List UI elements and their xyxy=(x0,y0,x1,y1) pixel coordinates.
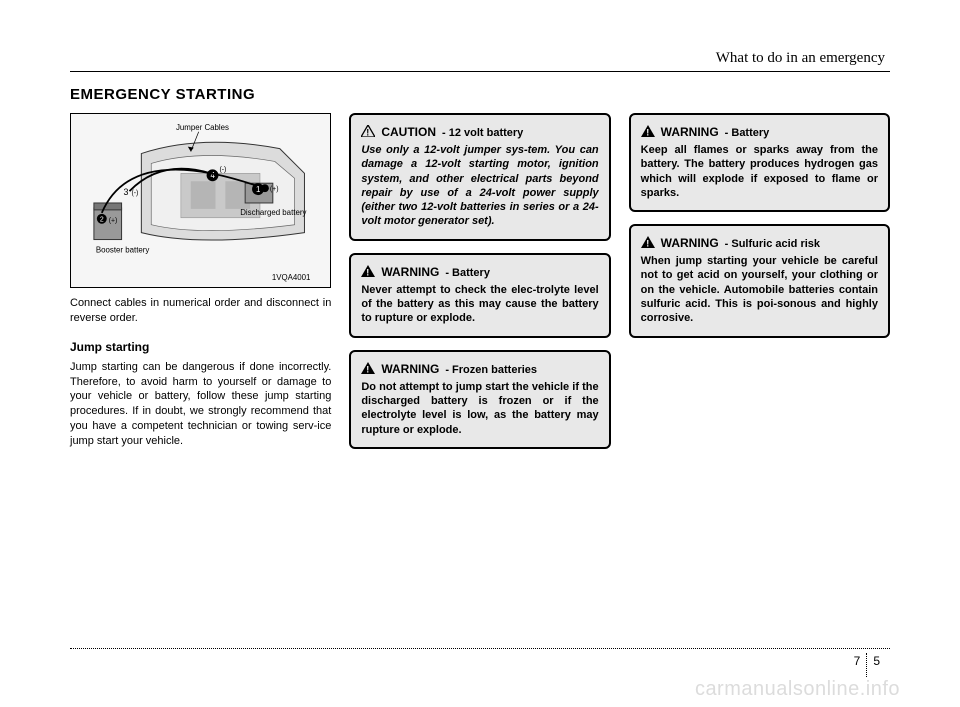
warning-box-sulfuric: ! WARNING - Sulfuric acid risk When jump… xyxy=(629,224,890,337)
booster-label: Booster battery xyxy=(96,245,150,254)
warning-sub: - Battery xyxy=(725,127,770,139)
header-rule xyxy=(70,71,890,72)
caution-label: CAUTION xyxy=(381,125,436,139)
svg-text:!: ! xyxy=(367,364,370,374)
svg-text:!: ! xyxy=(367,267,370,277)
column-2: ! CAUTION - 12 volt battery Use only a 1… xyxy=(349,113,610,461)
body-jump-starting: Jump starting can be dangerous if done i… xyxy=(70,360,331,449)
warning-label: WARNING xyxy=(661,236,719,250)
page-divider xyxy=(866,653,867,677)
svg-text:!: ! xyxy=(367,128,370,138)
warning-sub: - Frozen batteries xyxy=(445,364,537,376)
caution-box-12volt: ! CAUTION - 12 volt battery Use only a 1… xyxy=(349,113,610,241)
jumper-label: Jumper Cables xyxy=(176,123,229,132)
svg-text:!: ! xyxy=(646,239,649,249)
warning-body: Do not attempt to jump start the vehicle… xyxy=(361,380,598,437)
warning-box-frozen: ! WARNING - Frozen batteries Do not atte… xyxy=(349,350,610,449)
chapter-title: What to do in an emergency xyxy=(70,50,890,67)
warning-body: Keep all flames or sparks away from the … xyxy=(641,143,878,200)
subheading-jump-starting: Jump starting xyxy=(70,340,331,354)
warning-icon: ! xyxy=(361,264,375,276)
page-in-chapter: 5 xyxy=(873,654,880,668)
minus-label: (-) xyxy=(219,166,226,173)
marker-3: 3 xyxy=(124,187,129,197)
svg-text:!: ! xyxy=(646,128,649,138)
warning-sub: - Sulfuric acid risk xyxy=(725,238,820,250)
svg-text:(+): (+) xyxy=(109,218,118,225)
manual-page: What to do in an emergency EMERGENCY STA… xyxy=(0,0,960,707)
warning-label: WARNING xyxy=(381,362,439,376)
caution-body: Use only a 12-volt jumper sys-tem. You c… xyxy=(361,143,598,229)
warning-icon: ! xyxy=(641,235,655,247)
warning-body: When jump starting your vehicle be caref… xyxy=(641,254,878,325)
marker-2: 2 xyxy=(100,217,104,224)
section-title: EMERGENCY STARTING xyxy=(70,86,890,103)
page-number: 7 5 xyxy=(854,649,880,673)
column-3: ! WARNING - Battery Keep all flames or s… xyxy=(629,113,890,461)
warning-label: WARNING xyxy=(381,265,439,279)
warning-body: Never attempt to check the elec-trolyte … xyxy=(361,283,598,326)
column-1: (+) 4 (-) 2 (+) 1 3 (-) xyxy=(70,113,331,461)
diagram-code: 1VQA4001 xyxy=(272,273,311,282)
footer-rule xyxy=(70,648,890,649)
content-columns: (+) 4 (-) 2 (+) 1 3 (-) xyxy=(70,113,890,461)
discharged-label: Discharged battery xyxy=(240,208,306,217)
watermark: carmanualsonline.info xyxy=(695,678,900,701)
marker-1: 1 xyxy=(256,185,260,194)
warning-icon: ! xyxy=(641,124,655,136)
warning-sub: - Battery xyxy=(445,267,490,279)
caution-sub: - 12 volt battery xyxy=(442,127,523,139)
warning-label: WARNING xyxy=(661,125,719,139)
caution-icon: ! xyxy=(361,124,375,136)
svg-text:(-): (-) xyxy=(131,190,138,197)
warning-icon: ! xyxy=(361,361,375,373)
chapter-number: 7 xyxy=(854,654,861,668)
warning-box-battery-check: ! WARNING - Battery Never attempt to che… xyxy=(349,253,610,338)
jumper-cable-diagram: (+) 4 (-) 2 (+) 1 3 (-) xyxy=(70,113,331,288)
diagram-caption: Connect cables in numerical order and di… xyxy=(70,296,331,326)
plus-label: (+) xyxy=(270,186,279,193)
warning-box-battery-flames: ! WARNING - Battery Keep all flames or s… xyxy=(629,113,890,212)
